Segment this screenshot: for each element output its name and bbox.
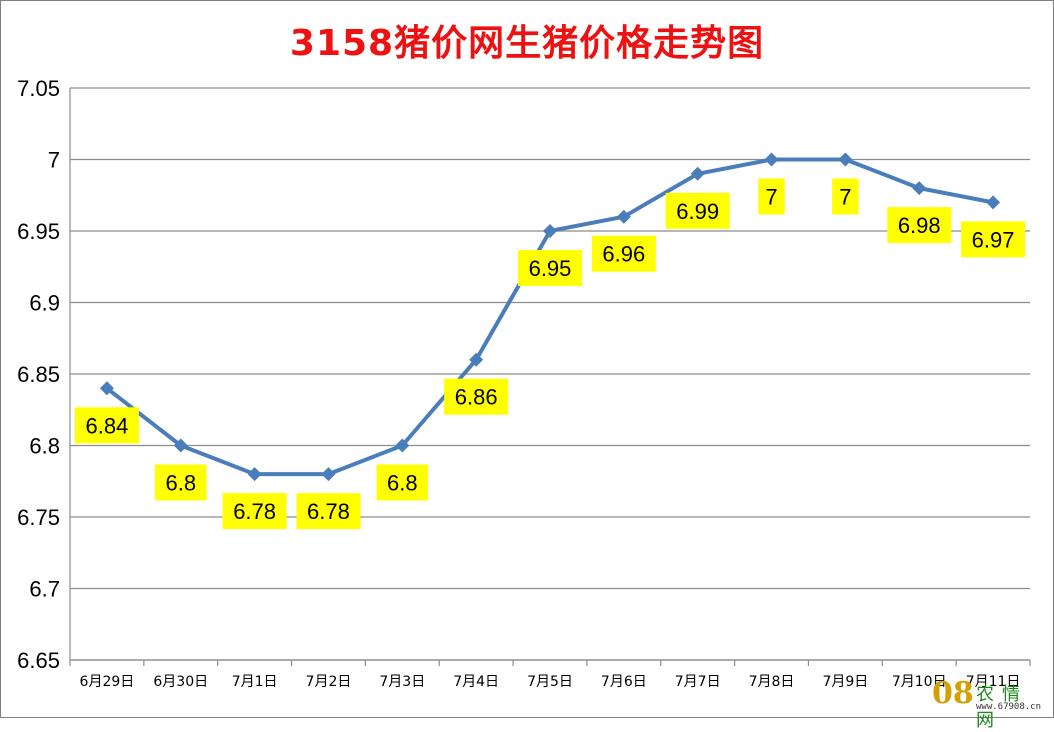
data-point-marker [247,467,262,482]
data-point-marker [99,381,114,396]
data-label-box [887,207,952,244]
data-point-marker [395,438,410,453]
watermark-url: www.67908.cn [976,702,1042,712]
data-label: 6.95 [529,256,572,281]
y-tick-label: 6.75 [17,505,60,530]
y-tick-label: 7 [48,148,60,173]
data-label-box [155,464,207,501]
y-tick-label: 6.8 [29,434,60,459]
chart-title: 3158猪价网生猪价格走势图 [289,23,765,64]
x-tick-label: 7月8日 [749,674,795,690]
data-label-box [222,493,287,530]
data-label: 6.98 [898,213,941,238]
data-label-box [832,178,859,215]
data-label-box [74,407,139,444]
data-point-marker [321,467,336,482]
data-label: 6.8 [165,471,196,496]
data-label-box [665,192,730,229]
y-tick-label: 6.9 [29,291,60,316]
data-label-box [296,493,361,530]
watermark-logo: 08 农情网 www.67908.cn [930,676,1052,731]
data-point-marker [616,209,631,224]
series-layer [99,152,1001,482]
x-tick-label: 7月9日 [822,674,868,690]
data-label: 6.97 [972,227,1015,252]
data-point-marker [690,166,705,181]
data-label-box [444,378,509,415]
x-tick-label: 7月6日 [601,674,647,690]
y-tick-label: 6.85 [17,362,60,387]
data-label: 6.78 [307,499,350,524]
y-tick-label: 6.65 [17,648,60,673]
data-point-marker [173,438,188,453]
x-tick-label: 7月11日 [966,674,1021,690]
x-tick-label: 6月30日 [153,674,208,690]
watermark-number: 08 [932,676,974,711]
data-label: 6.86 [455,385,498,410]
data-point-marker [912,181,927,196]
data-label-box [758,178,785,215]
data-label: 6.8 [387,471,418,496]
y-tick-label: 6.7 [29,577,60,602]
data-label-box [591,235,656,272]
data-point-marker [543,224,557,238]
x-tick-label: 7月5日 [527,674,573,690]
data-label-box [518,250,582,286]
x-tick-label: 7月3日 [379,674,425,690]
data-label-box [961,221,1026,258]
series-line [105,157,994,477]
x-tick-label: 7月1日 [232,674,278,690]
data-label: 6.84 [86,413,129,438]
data-label-box [376,464,429,501]
x-tick-label: 7月7日 [675,674,721,690]
data-point-marker [986,195,1001,210]
data-label: 7 [839,185,851,210]
x-tick-label: 7月4日 [453,674,499,690]
data-point-marker [469,352,484,367]
x-tick-label: 7月10日 [892,674,947,690]
data-label: 6.99 [676,199,719,224]
x-tick-label: 6月29日 [80,674,135,690]
y-tick-label: 6.95 [17,219,60,244]
data-label-layer: 6.84 6.8 6.78 6.78 6.8 6.86 6.95 6.96 6.99 7 7 6.98… [74,178,1026,530]
data-label: 6.78 [233,499,276,524]
data-point-marker [764,152,779,167]
x-tick-label: 7月2日 [306,674,352,690]
y-tick-label: 7.05 [17,76,60,101]
data-label: 7 [765,185,777,210]
data-point-marker [838,152,853,167]
data-label: 6.96 [602,242,645,267]
axis-layer: 6.65 6.7 6.75 6.8 6.85 6.9 6.95 7 7.05 6月29日 6月30日… [17,76,1031,690]
